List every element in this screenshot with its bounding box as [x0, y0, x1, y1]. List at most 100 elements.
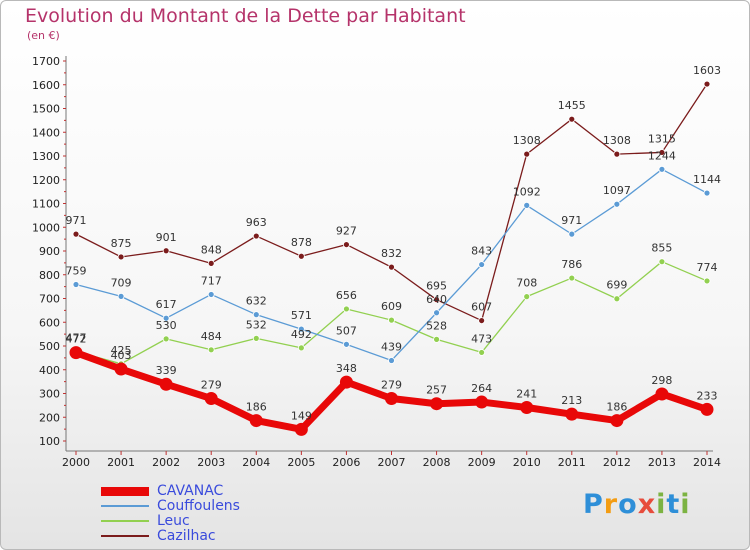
logo-letter: r — [603, 489, 619, 520]
legend-label: Couffoulens — [157, 498, 240, 514]
x-tick-label: 2006 — [332, 456, 360, 469]
data-label-couffoulens: 843 — [471, 245, 492, 258]
data-label-cazilhac: 1315 — [648, 132, 676, 145]
x-tick-label: 2013 — [648, 456, 676, 469]
data-point-leuc — [207, 346, 215, 354]
data-label-cavanac: 279 — [201, 378, 222, 391]
data-label-couffoulens: 1092 — [513, 185, 541, 198]
x-tick-label: 2002 — [152, 456, 180, 469]
data-label-cazilhac: 901 — [156, 231, 177, 244]
x-tick-label: 2004 — [242, 456, 270, 469]
data-label-leuc: 532 — [246, 318, 267, 331]
data-label-cavanac: 186 — [246, 401, 267, 414]
data-point-couffoulens — [523, 201, 531, 209]
y-tick-label: 700 — [39, 293, 60, 306]
data-label-couffoulens: 717 — [201, 274, 222, 287]
chart-subtitle: (en €) — [27, 29, 60, 42]
data-point-leuc — [433, 335, 440, 343]
data-point-couffoulens — [388, 357, 395, 364]
y-tick-label: 800 — [39, 269, 60, 282]
y-tick-label: 200 — [39, 411, 60, 424]
data-point-cazilhac — [478, 317, 486, 324]
data-point-couffoulens — [252, 311, 260, 319]
axes: 100 200 300 400 500 600 700 800 900 1000 1100 1200 1… — [32, 55, 721, 469]
data-point-leuc — [343, 305, 350, 313]
data-point-leuc — [568, 274, 576, 282]
data-label-cavanac: 149 — [291, 409, 312, 422]
logo-letter: P — [583, 489, 604, 520]
data-label-leuc: 699 — [606, 279, 627, 292]
data-point-leuc — [162, 335, 170, 343]
chart-title: Evolution du Montant de la Dette par Hab… — [25, 5, 466, 27]
data-point-cazilhac — [388, 263, 395, 271]
data-label-leuc: 530 — [156, 319, 177, 332]
data-point-cazilhac — [703, 80, 711, 88]
data-point-leuc — [388, 316, 395, 324]
data-label-cazilhac: 971 — [66, 214, 87, 227]
data-label-cavanac: 403 — [111, 349, 132, 362]
data-point-leuc — [297, 344, 305, 352]
x-tick-label: 2010 — [513, 456, 541, 469]
data-point-cazilhac — [523, 150, 531, 158]
data-label-leuc: 528 — [426, 319, 447, 332]
data-label-leuc: 473 — [471, 332, 492, 345]
y-tick-label: 900 — [39, 245, 60, 258]
data-label-couffoulens: 759 — [66, 264, 87, 277]
data-point-cavanac — [385, 391, 398, 405]
data-point-cavanac — [294, 422, 308, 436]
data-label-cavanac: 241 — [516, 388, 537, 401]
data-label-leuc: 774 — [697, 261, 718, 274]
data-label-couffoulens: 709 — [111, 276, 132, 289]
y-tick-label: 1000 — [32, 221, 60, 234]
legend-label: Cazilhac — [157, 528, 216, 544]
data-label-leuc: 786 — [561, 258, 582, 271]
data-point-cazilhac — [568, 115, 576, 123]
data-point-cavanac — [475, 395, 489, 409]
legend-label: CAVANAC — [157, 483, 224, 499]
data-label-cazilhac: 832 — [381, 247, 402, 260]
data-point-couffoulens — [658, 165, 666, 173]
data-label-leuc: 492 — [291, 328, 312, 341]
data-point-couffoulens — [117, 292, 125, 300]
logo-letter: i — [656, 489, 667, 520]
y-tick-label: 1200 — [32, 174, 60, 187]
data-label-couffoulens: 571 — [291, 309, 312, 322]
data-point-cavanac — [610, 414, 624, 428]
data-label-cavanac: 298 — [651, 374, 672, 387]
y-tick-label: 1500 — [32, 103, 60, 116]
data-label-cazilhac: 848 — [201, 243, 222, 256]
data-label-cazilhac: 1455 — [558, 99, 586, 112]
data-point-leuc — [478, 349, 486, 356]
data-point-cazilhac — [658, 149, 666, 156]
data-label-leuc: 708 — [516, 277, 537, 290]
legend-swatch — [101, 535, 149, 537]
data-label-cazilhac: 1603 — [693, 64, 721, 77]
data-label-cazilhac: 875 — [111, 237, 132, 250]
series-layer — [69, 80, 714, 436]
data-label-leuc: 855 — [651, 242, 672, 255]
data-point-cazilhac — [343, 241, 350, 248]
data-label-cazilhac: 1308 — [513, 134, 541, 147]
y-tick-label: 1600 — [32, 79, 60, 92]
data-label-cavanac: 186 — [606, 401, 627, 414]
data-point-cavanac — [700, 402, 714, 416]
proxiti-logo: Proxiti — [583, 489, 691, 520]
legend-label: Leuc — [157, 513, 190, 529]
data-label-cavanac: 213 — [561, 394, 582, 407]
data-label-couffoulens: 1144 — [693, 173, 721, 186]
data-point-couffoulens — [162, 314, 170, 322]
data-point-couffoulens — [478, 261, 486, 268]
data-point-cazilhac — [72, 230, 80, 238]
x-tick-label: 2007 — [378, 456, 406, 469]
data-label-leuc: 656 — [336, 289, 357, 302]
data-point-cazilhac — [613, 150, 621, 158]
data-label-leuc: 609 — [381, 300, 402, 313]
data-point-cavanac — [69, 346, 83, 360]
y-tick-label: 1100 — [32, 198, 60, 211]
data-point-cazilhac — [162, 247, 170, 255]
logo-letter: i — [680, 489, 691, 520]
data-label-cazilhac: 1308 — [603, 134, 631, 147]
data-point-leuc — [613, 295, 621, 303]
data-label-cavanac: 264 — [471, 382, 492, 395]
